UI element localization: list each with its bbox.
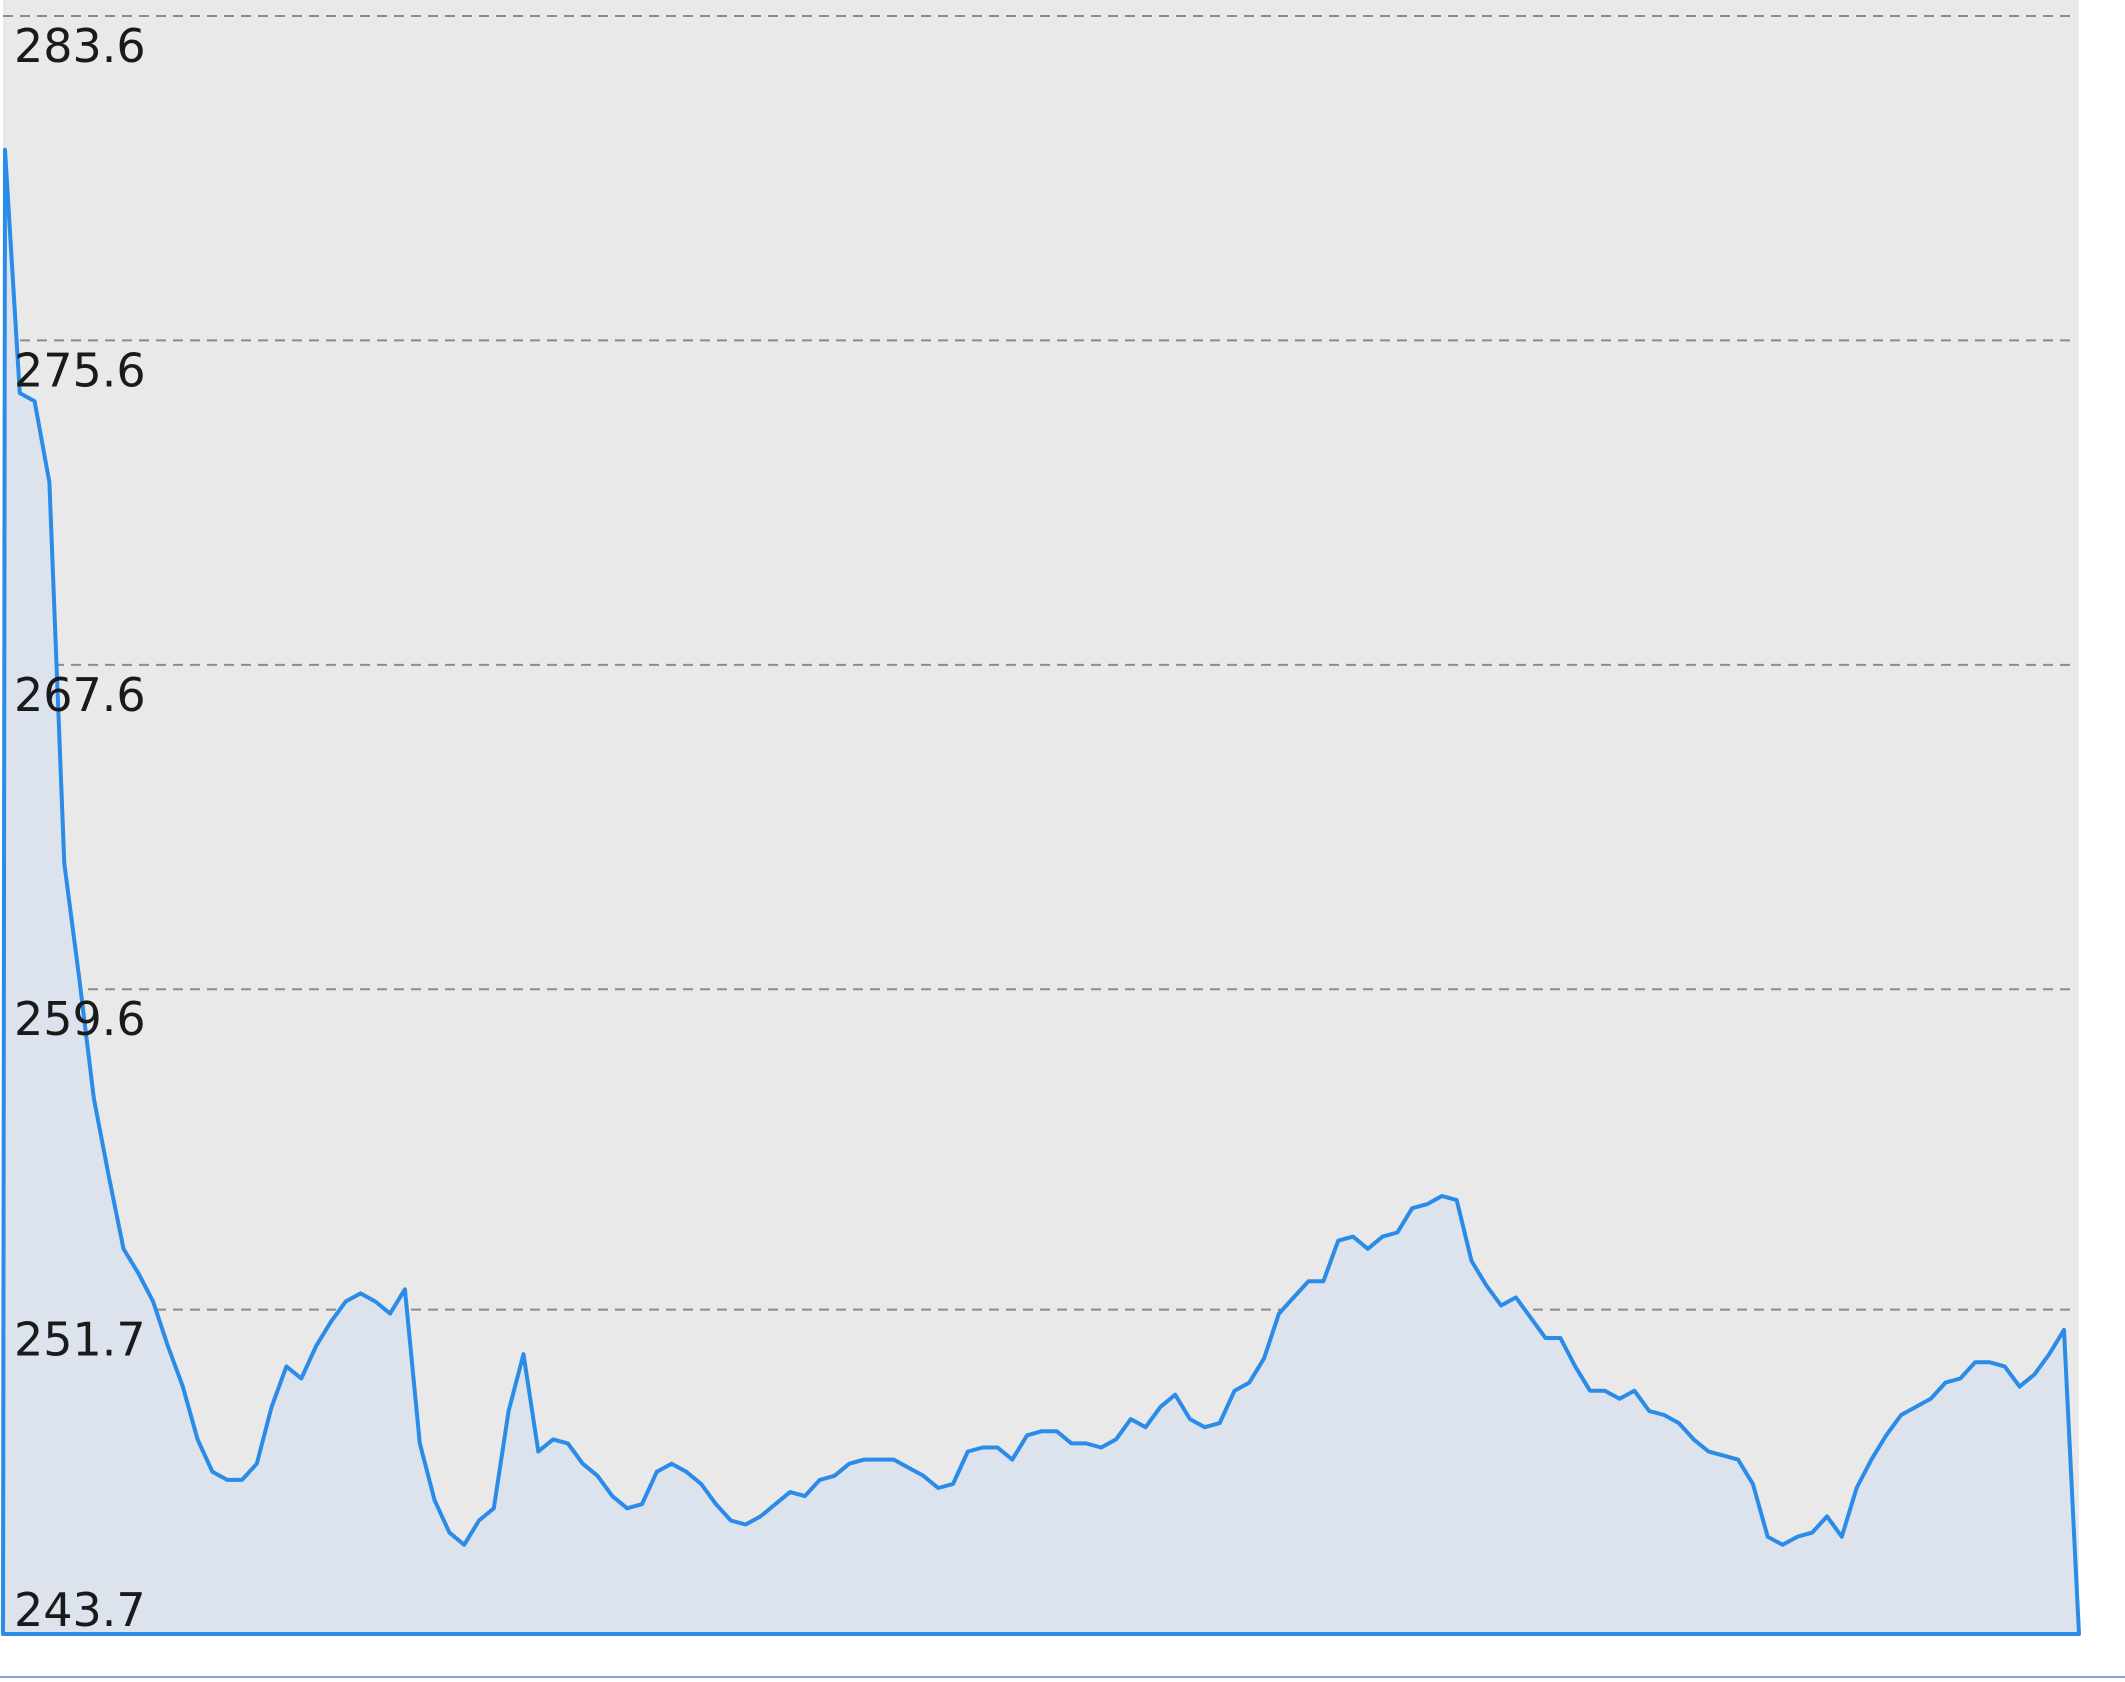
y-tick-label: 259.6	[14, 992, 146, 1046]
series-line	[1, 147, 2081, 1636]
y-tick-label: 243.7	[14, 1583, 146, 1637]
bottom-rule	[0, 1676, 2125, 1678]
y-tick-label: 267.6	[14, 668, 146, 722]
y-axis-tick-labels: 283.6 275.6 267.6 259.6 251.7 243.7	[14, 19, 146, 1637]
y-tick-label: 251.7	[14, 1313, 146, 1367]
series-area	[3, 149, 2079, 1634]
y-tick-label: 275.6	[14, 343, 146, 397]
y-tick-label: 283.6	[14, 19, 146, 73]
